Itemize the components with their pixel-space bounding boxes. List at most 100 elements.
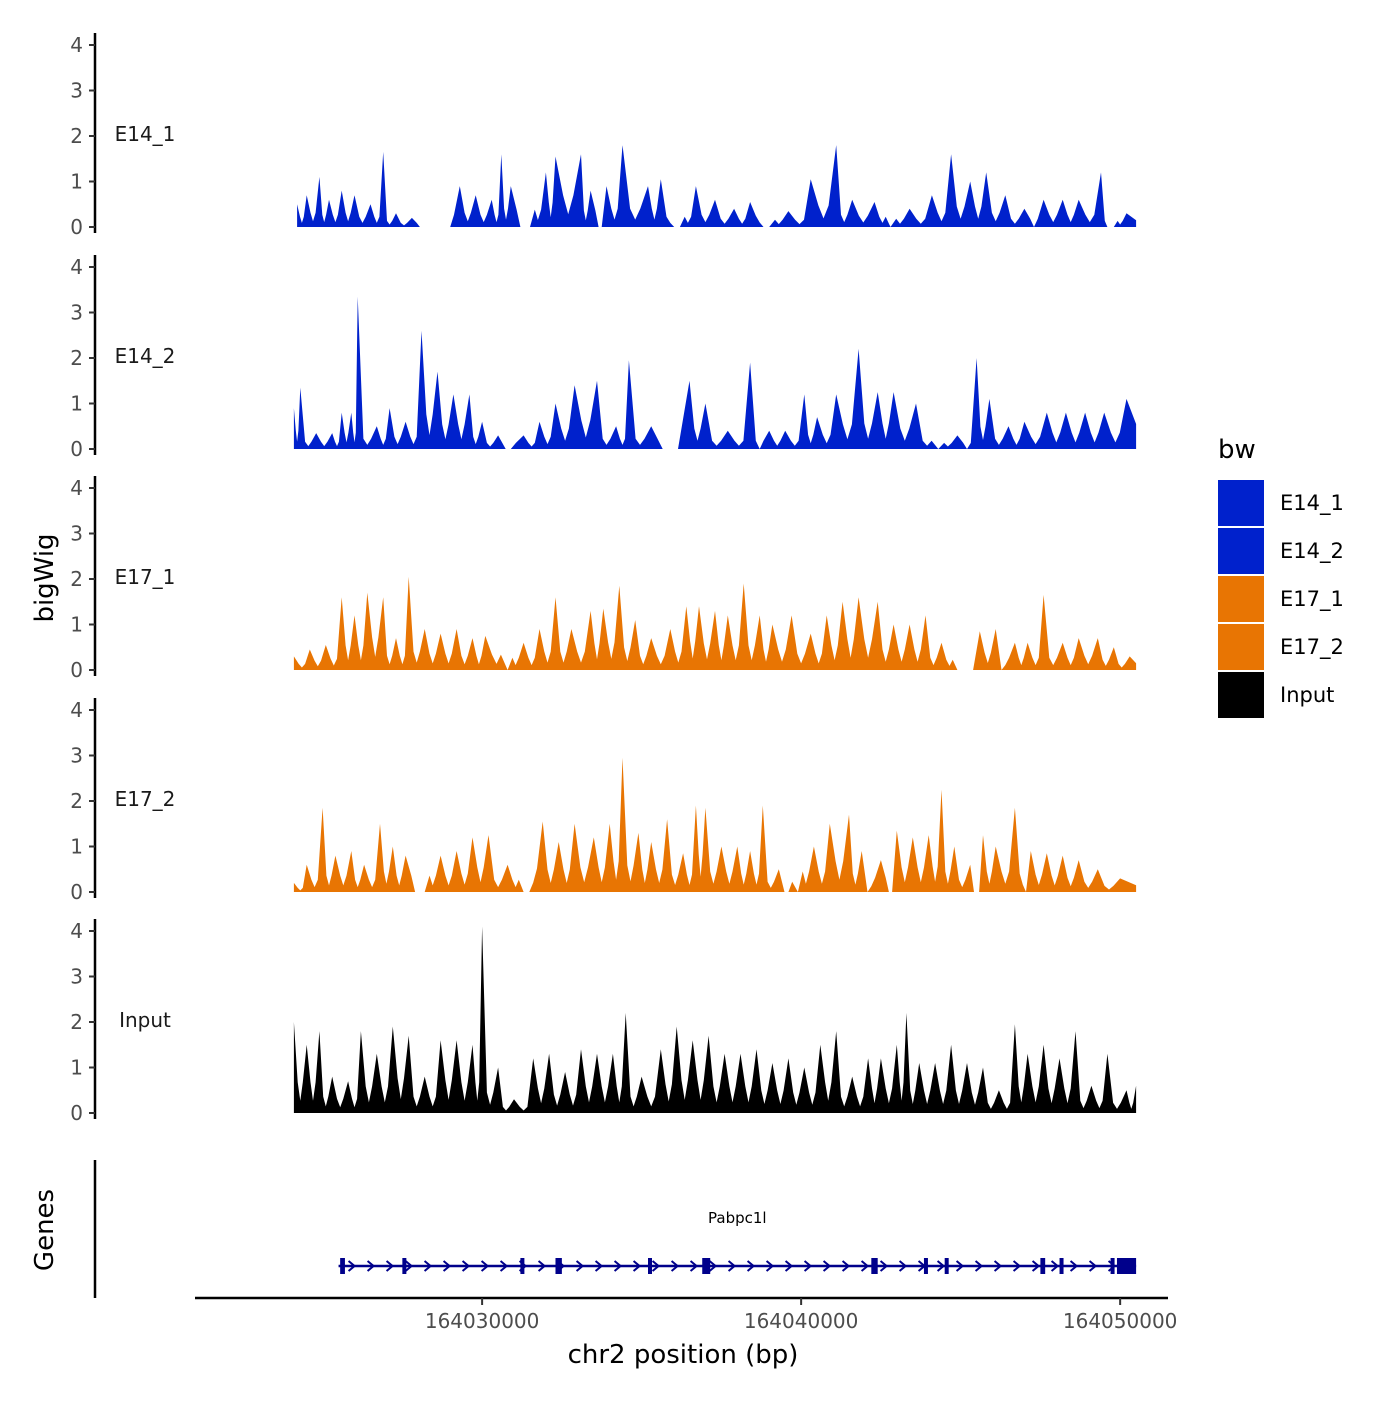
- strand-arrow: [366, 1260, 376, 1272]
- track-e17-2: 0 1 2 3 4 E17_2: [70, 698, 1137, 904]
- legend-label: E14_2: [1280, 539, 1344, 564]
- strand-arrow: [765, 1260, 775, 1272]
- legend-label: E17_2: [1280, 635, 1344, 660]
- strand-arrow: [385, 1260, 395, 1272]
- gene-panel: Pabpc1l: [93, 1160, 1137, 1298]
- track-input: 0 1 2 3 4 Input: [70, 919, 1137, 1125]
- gene-exon: [1110, 1258, 1115, 1274]
- y-tick-label: 3: [70, 744, 83, 768]
- y-axis-title: bigWig: [30, 533, 60, 622]
- gene-exon: [340, 1258, 345, 1274]
- y-tick-label: 2: [70, 567, 83, 591]
- strand-arrow: [575, 1260, 585, 1272]
- strand-arrow: [803, 1260, 813, 1272]
- strand-arrow: [993, 1260, 1003, 1272]
- x-tick-label: 164030000: [425, 1309, 540, 1333]
- y-tick-label: 4: [70, 255, 83, 279]
- strand-arrow: [613, 1260, 623, 1272]
- strand-arrow: [936, 1260, 946, 1272]
- signal-area: [293, 757, 1137, 892]
- strand-arrow: [708, 1260, 718, 1272]
- x-tick-label: 164040000: [744, 1309, 859, 1333]
- gene-exon: [944, 1258, 949, 1274]
- strand-arrow: [1069, 1260, 1079, 1272]
- gene-name-label: Pabpc1l: [708, 1209, 767, 1227]
- strand-arrow: [442, 1260, 452, 1272]
- track-label: Input: [119, 1008, 171, 1032]
- strand-arrow: [1012, 1260, 1022, 1272]
- strand-arrow: [841, 1260, 851, 1272]
- y-tick-label: 2: [70, 124, 83, 148]
- signal-area: [297, 145, 1137, 227]
- y-tick-label: 1: [70, 835, 83, 859]
- y-tick-label: 1: [70, 170, 83, 194]
- legend-swatch-e14-1: [1218, 480, 1264, 526]
- y-tick-label: 0: [70, 215, 83, 239]
- strand-arrow: [974, 1260, 984, 1272]
- gene-exon: [1059, 1258, 1064, 1274]
- legend: bw E14_1 E14_2 E17_1 E17_2 Input: [1218, 435, 1344, 718]
- y-tick-label: 3: [70, 965, 83, 989]
- strand-arrow: [1031, 1260, 1041, 1272]
- bigwig-tracks: 0 1 2 3 4 E14_1 0 1 2 3 4 E14_2 0 1 2 3 4 E17_1 0 1 2 3 4 E17_2…: [70, 33, 1137, 1125]
- strand-arrow: [879, 1260, 889, 1272]
- gene-exon: [555, 1258, 562, 1274]
- y-tick-label: 4: [70, 476, 83, 500]
- x-axis-title: chr2 position (bp): [568, 1340, 799, 1370]
- genes-axis-title: Genes: [30, 1189, 60, 1271]
- track-label: E14_2: [115, 344, 176, 368]
- gene-exon: [923, 1258, 928, 1274]
- legend-swatch-e17-1: [1218, 576, 1264, 622]
- y-tick-label: 4: [70, 919, 83, 943]
- legend-swatch-input: [1218, 672, 1264, 718]
- gene-exon: [871, 1258, 878, 1274]
- gene-exon: [1040, 1258, 1046, 1274]
- strand-arrow: [537, 1260, 547, 1272]
- x-axis: 164030000 164040000 164050000: [195, 1296, 1177, 1333]
- gene-exon: [702, 1258, 711, 1274]
- legend-label: E14_1: [1280, 491, 1344, 516]
- gene-exon: [402, 1258, 407, 1274]
- y-tick-label: 0: [70, 437, 83, 461]
- legend-title: bw: [1218, 435, 1256, 465]
- y-tick-label: 3: [70, 522, 83, 546]
- y-tick-label: 1: [70, 392, 83, 416]
- y-tick-label: 0: [70, 1101, 83, 1125]
- strand-arrow: [1050, 1260, 1060, 1272]
- strand-arrow: [746, 1260, 756, 1272]
- signal-area: [293, 576, 1137, 670]
- legend-label: E17_1: [1280, 587, 1344, 612]
- strand-arrow: [727, 1260, 737, 1272]
- track-label: E14_1: [115, 122, 176, 146]
- strand-arrow: [499, 1260, 509, 1272]
- strand-arrow: [480, 1260, 490, 1272]
- strand-arrow: [594, 1260, 604, 1272]
- y-tick-label: 4: [70, 33, 83, 57]
- track-e17-1: 0 1 2 3 4 E17_1: [70, 476, 1137, 682]
- strand-arrow: [860, 1260, 870, 1272]
- signal-area: [293, 296, 1137, 449]
- track-label: E17_1: [115, 565, 176, 589]
- y-tick-label: 1: [70, 613, 83, 637]
- gene-exon: [1116, 1258, 1137, 1274]
- strand-arrow: [347, 1260, 357, 1272]
- y-tick-label: 2: [70, 1010, 83, 1034]
- strand-arrow: [955, 1260, 965, 1272]
- gene-exon: [648, 1258, 653, 1274]
- strand-arrow: [632, 1260, 642, 1272]
- strand-arrow: [822, 1260, 832, 1272]
- y-tick-label: 1: [70, 1056, 83, 1080]
- y-tick-label: 3: [70, 79, 83, 103]
- strand-arrow: [651, 1260, 661, 1272]
- strand-arrow: [404, 1260, 414, 1272]
- y-tick-label: 4: [70, 698, 83, 722]
- track-e14-2: 0 1 2 3 4 E14_2: [70, 255, 1137, 461]
- y-tick-label: 2: [70, 789, 83, 813]
- legend-swatch-e17-2: [1218, 624, 1264, 670]
- strand-arrow: [784, 1260, 794, 1272]
- track-e14-1: 0 1 2 3 4 E14_1: [70, 33, 1137, 239]
- strand-arrow: [1088, 1260, 1098, 1272]
- y-tick-label: 3: [70, 301, 83, 325]
